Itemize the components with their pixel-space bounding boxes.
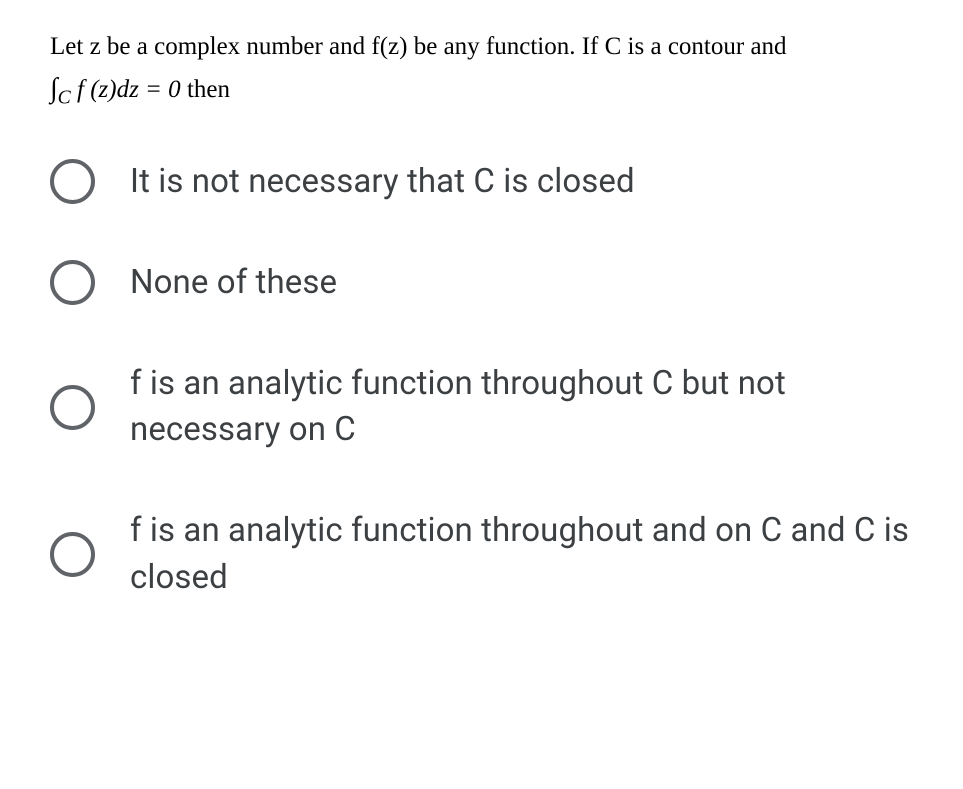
integrand: f (z)dz = 0 [77, 76, 181, 103]
option-2-label: None of these [130, 260, 337, 306]
radio-icon[interactable] [50, 385, 95, 430]
option-2[interactable]: None of these [50, 260, 913, 306]
option-1-label: It is not necessary that C is closed [130, 159, 635, 205]
radio-icon[interactable] [50, 532, 95, 577]
radio-icon[interactable] [50, 159, 95, 204]
option-4-label: f is an analytic function throughout and… [130, 508, 913, 600]
question-line2-suffix: then [181, 76, 230, 103]
question-line1: Let z be a complex number and f(z) be an… [50, 33, 787, 60]
option-4[interactable]: f is an analytic function throughout and… [50, 508, 913, 600]
integral-glyph: ∫ [50, 73, 58, 104]
question-text: Let z be a complex number and f(z) be an… [50, 28, 913, 114]
radio-icon[interactable] [50, 260, 95, 305]
option-1[interactable]: It is not necessary that C is closed [50, 159, 913, 205]
integral-subscript: C [58, 87, 71, 108]
option-3-label: f is an analytic function throughout C b… [130, 361, 913, 453]
option-3[interactable]: f is an analytic function throughout C b… [50, 361, 913, 453]
integral-symbol: ∫C [50, 73, 71, 104]
options-group: It is not necessary that C is closed Non… [50, 159, 913, 601]
